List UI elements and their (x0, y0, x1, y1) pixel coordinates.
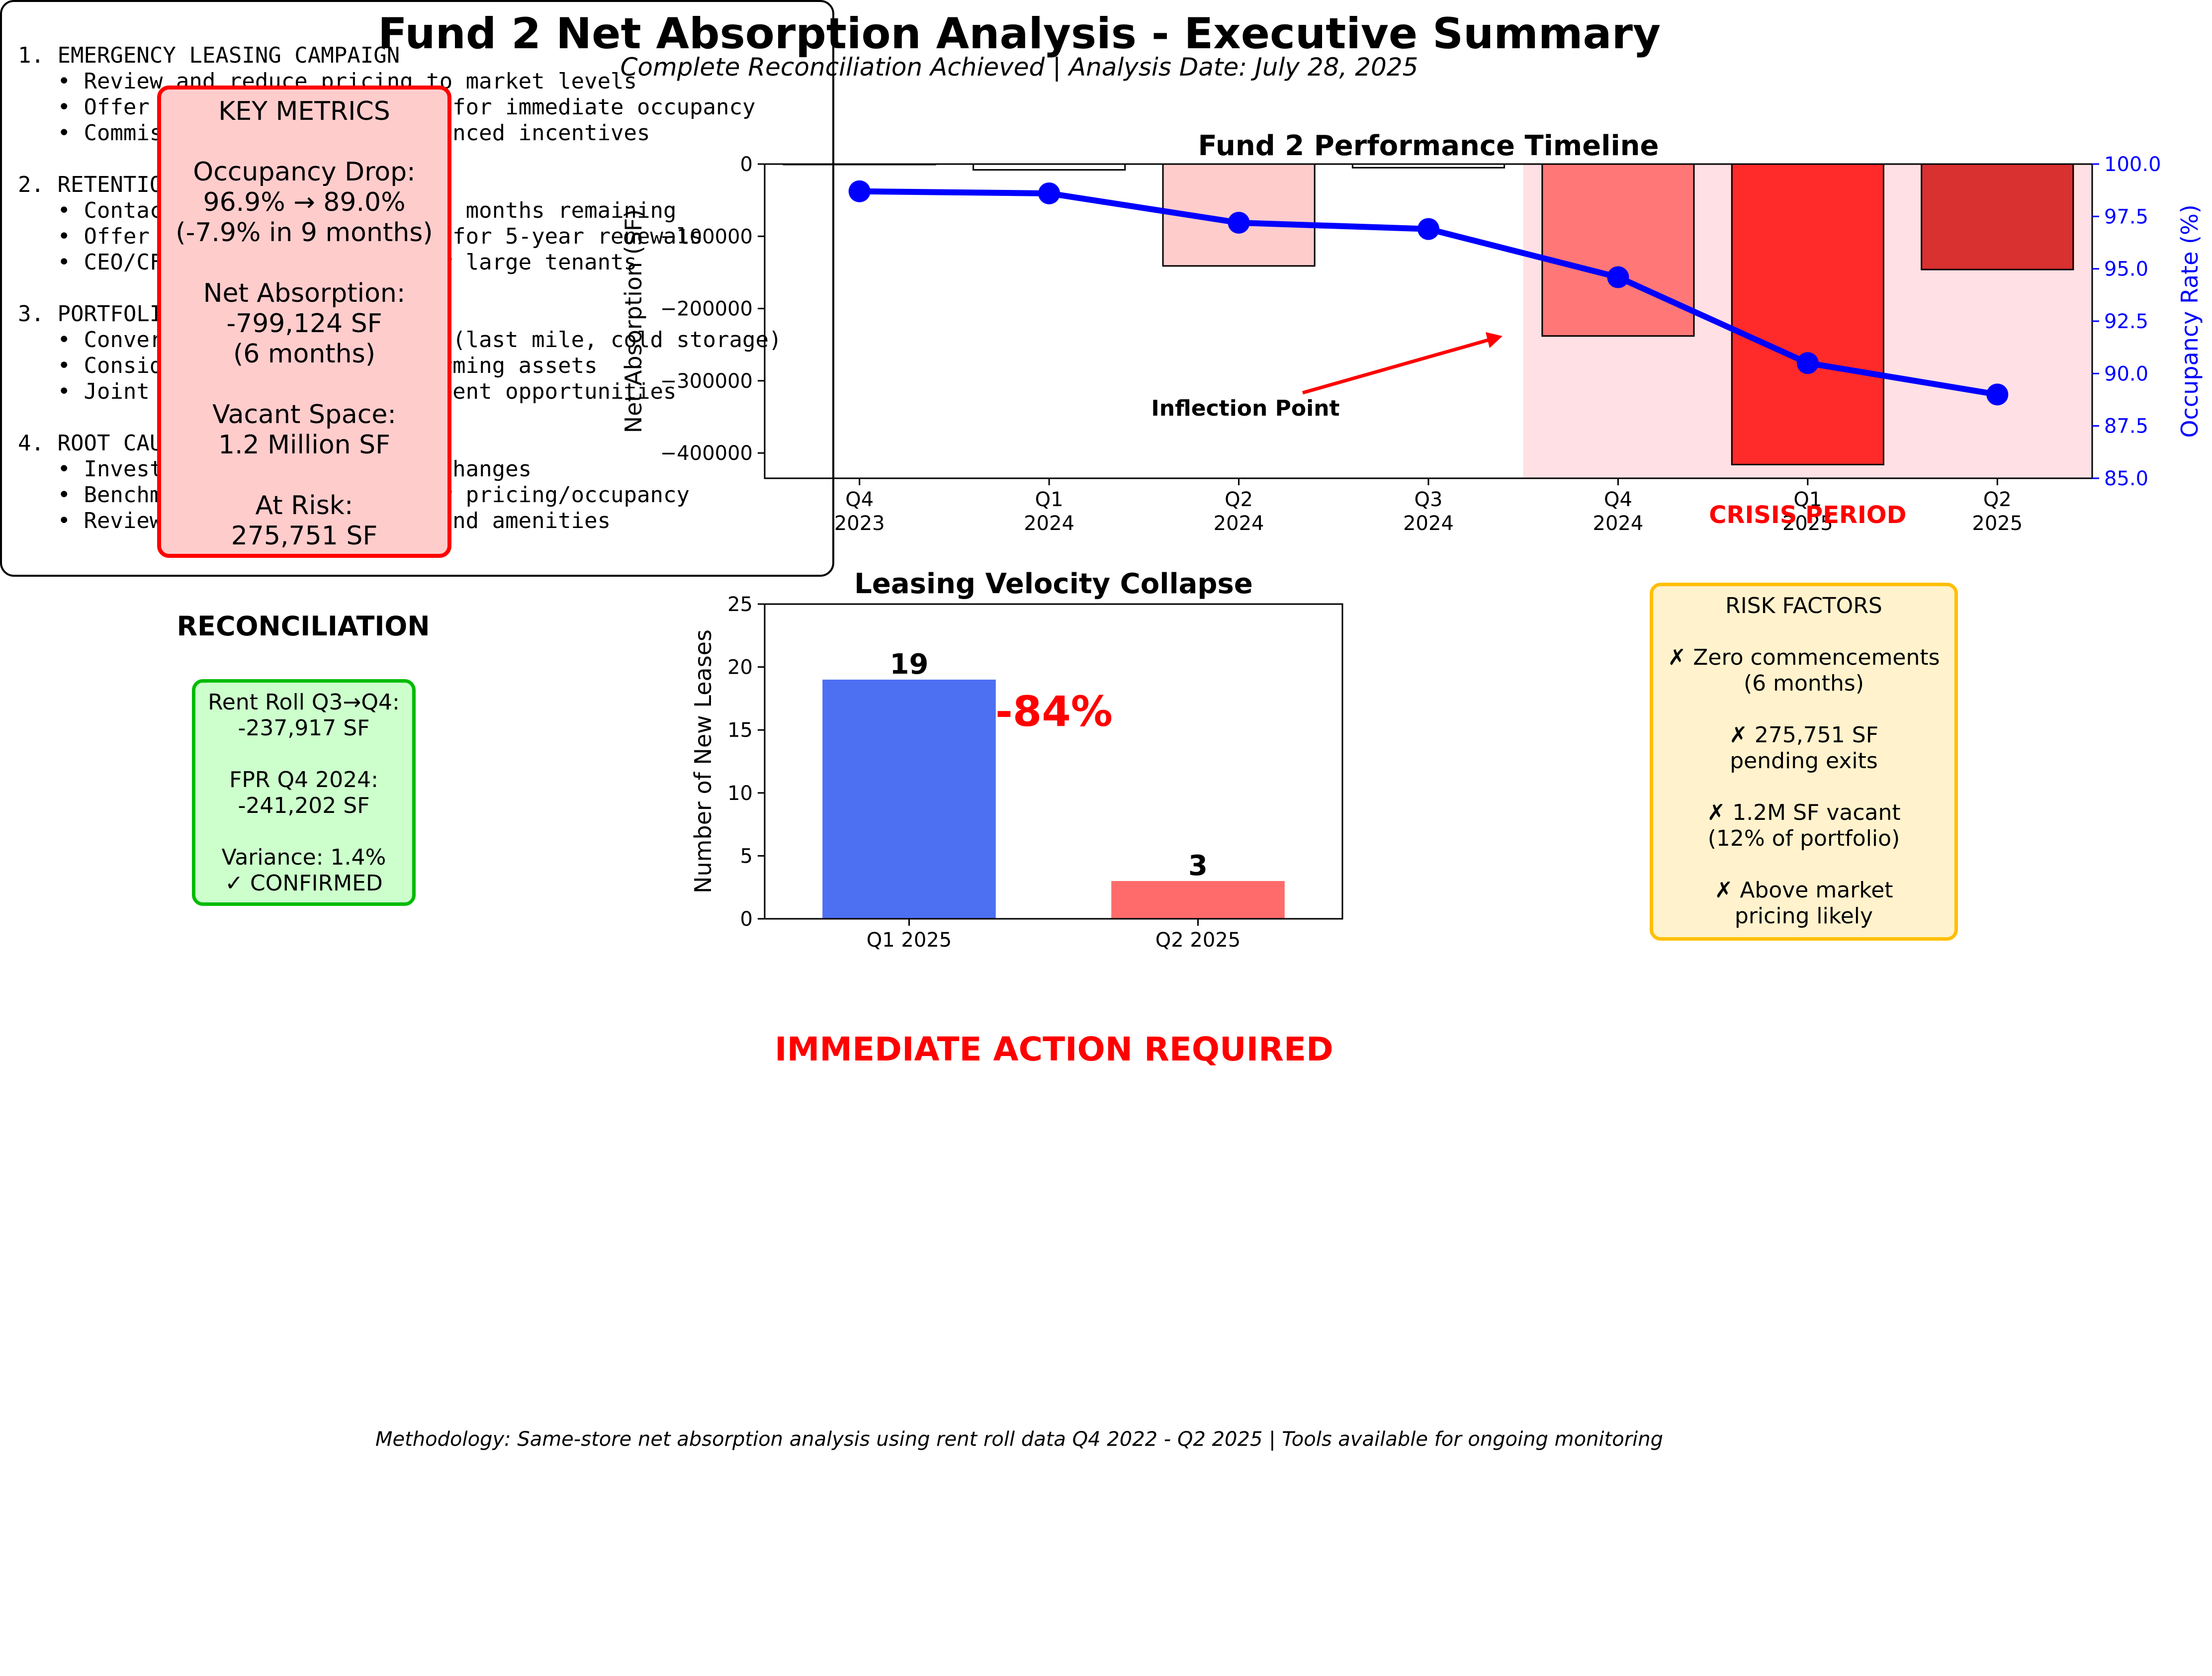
x-tick-label: 2023 (834, 512, 885, 535)
lease-count-value: 3 (1188, 850, 1208, 882)
y-tick-label: 0 (740, 908, 753, 931)
x-tick-label: 2024 (1403, 512, 1454, 535)
timeline-y2-label: Occupancy Rate (%) (2176, 204, 2203, 438)
x-tick-label: 2024 (1024, 512, 1074, 535)
inflection-arrow-head (1486, 332, 1503, 348)
y-tick-label: −200000 (660, 298, 753, 321)
inflection-arrow (1302, 337, 1492, 395)
action-title: IMMEDIATE ACTION REQUIRED (775, 1030, 1333, 1068)
y-tick-label: 10 (727, 782, 753, 805)
y-tick-label: −400000 (660, 442, 753, 465)
timeline-title: Fund 2 Performance Timeline (1198, 130, 1659, 162)
risk-factors-box: RISK FACTORS ✗ Zero commencements (6 mon… (1650, 583, 1958, 941)
y2-tick-label: 85.0 (2104, 467, 2148, 490)
reconciliation-title: RECONCILIATION (177, 611, 430, 642)
y-tick-label: −300000 (660, 370, 753, 393)
performance-timeline-chart: 0 −100000 −200000 −300000 −400000 100.0 97.5 95… (620, 130, 2203, 535)
velocity-title: Leasing Velocity Collapse (854, 568, 1253, 600)
occupancy-point (1796, 352, 1819, 374)
x-tick-label: Q1 (1793, 488, 1822, 511)
velocity-plot-frame (764, 603, 1343, 920)
y2-tick-label: 87.5 (2104, 415, 2148, 438)
inflection-point-label: Inflection Point (1151, 396, 1339, 421)
y-tick-label: 20 (727, 656, 753, 679)
lease-count-bar (1111, 881, 1285, 919)
key-metrics-box: KEY METRICS Occupancy Drop: 96.9% → 89.0… (157, 86, 451, 558)
methodology-note: Methodology: Same-store net absorption a… (375, 1428, 1664, 1451)
crisis-period-label: CRISIS PERIOD (1709, 501, 1906, 529)
y2-tick-label: 92.5 (2104, 310, 2148, 333)
velocity-y-label: Number of New Leases (690, 629, 716, 893)
action-heading: 1. EMERGENCY LEASING CAMPAIGN (18, 43, 400, 68)
page-subtitle: Complete Reconciliation Achieved | Analy… (620, 53, 1418, 82)
page-title: Fund 2 Net Absorption Analysis - Executi… (377, 9, 1661, 59)
occupancy-point (1986, 383, 2009, 406)
y-tick-label: 25 (727, 593, 753, 616)
occupancy-point (1607, 266, 1629, 288)
y2-tick-label: 90.0 (2104, 362, 2148, 385)
occupancy-point (848, 180, 871, 202)
y-tick-label: 15 (727, 719, 753, 742)
x-tick-label: Q4 (1604, 488, 1632, 511)
x-tick-label: Q2 (1983, 488, 2012, 511)
y2-tick-label: 100.0 (2104, 153, 2161, 176)
occupancy-point (1417, 218, 1439, 240)
lease-count-bar (822, 679, 996, 919)
y-tick-label: 5 (740, 845, 753, 868)
y2-tick-label: 97.5 (2104, 205, 2148, 228)
y2-tick-label: 95.0 (2104, 258, 2148, 281)
x-tick-label: 2025 (1782, 512, 1833, 535)
x-tick-label: Q4 (845, 488, 874, 511)
net-absorption-bar (1541, 163, 1695, 337)
net-absorption-bar (1731, 163, 1884, 465)
x-tick-label: Q1 (1035, 488, 1063, 511)
x-tick-label: 2025 (1972, 512, 2023, 535)
lease-count-value: 19 (890, 648, 929, 681)
net-absorption-bar (1921, 163, 2074, 270)
y-tick-label: −100000 (660, 225, 753, 248)
x-tick-label: 2024 (1214, 512, 1264, 535)
occupancy-point (1228, 211, 1250, 234)
reconciliation-box: Rent Roll Q3→Q4: -237,917 SF FPR Q4 2024… (192, 679, 416, 906)
x-tick-label: Q2 (1225, 488, 1253, 511)
x-tick-label: Q1 2025 (867, 929, 952, 952)
x-tick-label: Q3 (1415, 488, 1443, 511)
occupancy-point (1038, 182, 1061, 204)
leasing-velocity-chart: 19 3 0 5 10 15 20 25 Q1 2025 Q2 2025 Leasing Veloc… (690, 568, 1343, 952)
net-absorption-bar (973, 163, 1126, 171)
x-tick-label: 2024 (1593, 512, 1644, 535)
velocity-change-label: -84% (995, 687, 1113, 736)
x-tick-label: Q2 2025 (1155, 929, 1240, 952)
y-tick-label: 0 (740, 153, 753, 176)
timeline-y-label: Net Absorption (SF) (620, 209, 647, 434)
